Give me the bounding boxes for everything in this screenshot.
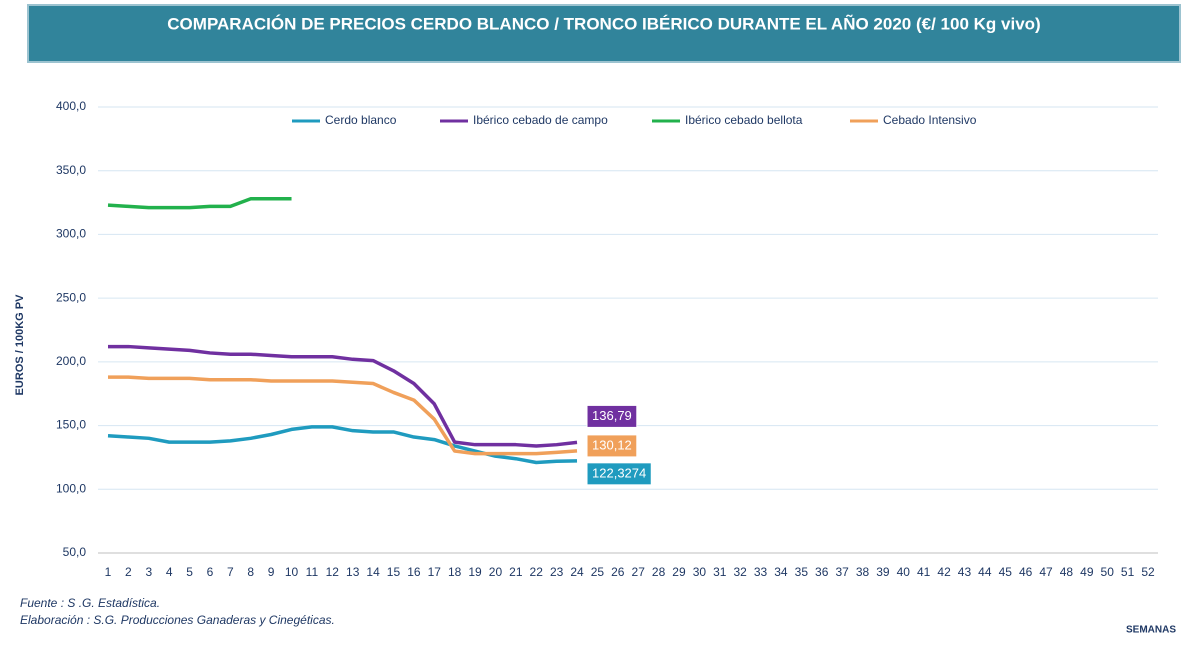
x-tick-label: 49 xyxy=(1080,565,1094,579)
x-tick-label: 19 xyxy=(468,565,482,579)
x-tick-label: 23 xyxy=(550,565,564,579)
x-tick-label: 48 xyxy=(1060,565,1074,579)
value-label-box xyxy=(586,434,638,458)
x-tick-label: 44 xyxy=(978,565,992,579)
series-line xyxy=(107,425,578,465)
y-tick-label: 350,0 xyxy=(56,163,86,177)
x-tick-label: 9 xyxy=(268,565,275,579)
x-tick-label: 28 xyxy=(652,565,666,579)
y-tick-label: 200,0 xyxy=(56,354,86,368)
x-tick-label: 30 xyxy=(693,565,707,579)
x-tick-label: 31 xyxy=(713,565,727,579)
x-tick-label: 3 xyxy=(145,565,152,579)
x-tick-label: 2 xyxy=(125,565,132,579)
x-tick-label: 12 xyxy=(326,565,340,579)
legend-label: Cebado Intensivo xyxy=(883,113,977,127)
x-tick-label: 26 xyxy=(611,565,625,579)
series-line xyxy=(108,344,578,448)
y-tick-label: 100,0 xyxy=(56,481,86,495)
legend-label: Cerdo blanco xyxy=(325,113,397,127)
y-axis-label: EUROS / 100KG PV xyxy=(14,294,26,396)
x-tick-label: 15 xyxy=(387,565,401,579)
x-tick-label: 46 xyxy=(1019,565,1033,579)
x-tick-label: 6 xyxy=(207,565,214,579)
source-note: Fuente : S .G. Estadística. xyxy=(20,596,160,610)
x-tick-label: 50 xyxy=(1101,565,1115,579)
x-tick-label: 14 xyxy=(366,565,380,579)
x-tick-label: 10 xyxy=(285,565,299,579)
x-tick-label: 35 xyxy=(795,565,809,579)
y-tick-label: 400,0 xyxy=(56,99,86,113)
x-axis-label: SEMANAS xyxy=(1126,625,1176,636)
x-tick-label: 32 xyxy=(733,565,747,579)
x-tick-label: 18 xyxy=(448,565,462,579)
x-tick-label: 4 xyxy=(166,565,173,579)
y-tick-label: 300,0 xyxy=(56,227,86,241)
x-tick-label: 11 xyxy=(306,565,319,579)
x-tick-label: 24 xyxy=(570,565,584,579)
x-tick-label: 39 xyxy=(876,565,890,579)
x-tick-label: 45 xyxy=(999,565,1013,579)
x-tick-label: 1 xyxy=(105,565,112,579)
x-tick-label: 47 xyxy=(1039,565,1053,579)
x-tick-label: 34 xyxy=(774,565,788,579)
x-tick-label: 37 xyxy=(835,565,849,579)
x-tick-label: 40 xyxy=(897,565,911,579)
x-tick-label: 25 xyxy=(591,565,605,579)
value-label-box xyxy=(586,404,638,428)
x-tick-label: 5 xyxy=(186,565,193,579)
x-tick-label: 8 xyxy=(247,565,254,579)
x-tick-label: 16 xyxy=(407,565,421,579)
x-tick-label: 27 xyxy=(632,565,646,579)
x-tick-label: 21 xyxy=(509,565,523,579)
value-label-box xyxy=(586,462,652,486)
x-tick-label: 38 xyxy=(856,565,870,579)
x-tick-label: 20 xyxy=(489,565,503,579)
x-tick-label: 52 xyxy=(1141,565,1155,579)
x-tick-label: 7 xyxy=(227,565,234,579)
series-line xyxy=(108,375,578,456)
x-tick-label: 51 xyxy=(1121,565,1135,579)
value-label: 122,3274 xyxy=(592,465,646,480)
legend-label: Ibérico cebado bellota xyxy=(685,113,803,127)
y-tick-label: 250,0 xyxy=(56,290,86,304)
value-label: 136,79 xyxy=(592,408,632,423)
title-band xyxy=(27,4,1181,63)
x-tick-label: 42 xyxy=(937,565,951,579)
x-tick-label: 13 xyxy=(346,565,360,579)
x-tick-label: 33 xyxy=(754,565,768,579)
x-tick-label: 43 xyxy=(958,565,972,579)
value-label: 130,12 xyxy=(592,437,632,452)
x-tick-label: 17 xyxy=(428,565,442,579)
x-tick-label: 36 xyxy=(815,565,829,579)
x-tick-label: 29 xyxy=(672,565,686,579)
chart-title: COMPARACIÓN DE PRECIOS CERDO BLANCO / TR… xyxy=(167,13,1040,33)
y-tick-label: 150,0 xyxy=(56,418,86,432)
source-note: Elaboración : S.G. Producciones Ganadera… xyxy=(20,613,335,627)
x-tick-label: 41 xyxy=(917,565,931,579)
x-tick-label: 22 xyxy=(530,565,544,579)
y-tick-label: 50,0 xyxy=(63,545,87,559)
legend-label: Ibérico cebado de campo xyxy=(473,113,608,127)
series-line xyxy=(107,196,292,210)
